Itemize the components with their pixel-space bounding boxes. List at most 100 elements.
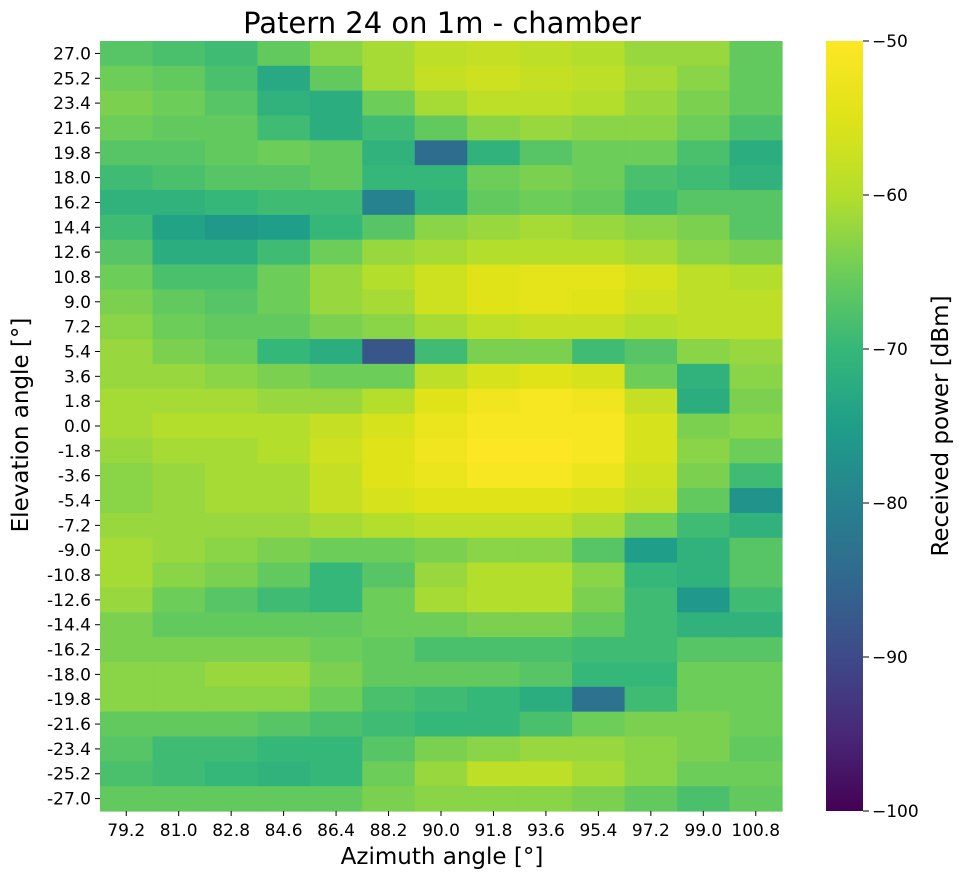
heatmap-cell [467, 488, 521, 514]
heatmap-cell [519, 239, 573, 266]
colorbar-label: Received power [dBm] [928, 295, 954, 556]
colorbar-tick-label: −80 [872, 494, 908, 514]
heatmap-cell [204, 736, 258, 762]
heatmap-cell [100, 711, 154, 738]
heatmap-cell [467, 363, 521, 390]
y-tick-label: 14.4 [53, 218, 91, 238]
heatmap-cell [572, 388, 626, 415]
heatmap-cell [572, 190, 626, 216]
heatmap-cell [362, 537, 416, 564]
heatmap-cell [572, 736, 626, 762]
heatmap-cell [572, 686, 626, 713]
y-tick-label: 1.8 [64, 392, 91, 412]
heatmap-cell [677, 463, 731, 489]
heatmap-cell [519, 41, 573, 67]
heatmap-cell [624, 90, 678, 117]
heatmap-cell [467, 562, 521, 589]
heatmap-cell [152, 761, 206, 787]
heatmap-cell [519, 512, 573, 539]
heatmap-cell [519, 90, 573, 117]
heatmap-cell [414, 190, 468, 216]
heatmap-cell [677, 41, 731, 67]
y-tick-label: 23.4 [53, 94, 91, 114]
heatmap-cell [257, 289, 311, 315]
heatmap-cell [152, 413, 206, 440]
heatmap-cell [152, 736, 206, 762]
heatmap-cell [414, 41, 468, 67]
heatmap-cell [152, 140, 206, 166]
heatmap-cell [729, 190, 783, 216]
heatmap-cell [572, 761, 626, 787]
heatmap-cell [519, 65, 573, 92]
heatmap-cell [414, 90, 468, 117]
heatmap-cell [309, 661, 363, 688]
heatmap-cell [467, 711, 521, 738]
heatmap-cell [519, 214, 573, 241]
heatmap-cell [152, 438, 206, 464]
heatmap-cell [414, 314, 468, 340]
heatmap-cell [677, 289, 731, 315]
chart-title: Patern 24 on 1m - chamber [243, 6, 641, 40]
heatmap-cell [414, 413, 468, 440]
heatmap-cell [257, 388, 311, 415]
heatmap-cell [572, 512, 626, 539]
heatmap-cell [362, 65, 416, 92]
heatmap-cell [152, 786, 206, 812]
heatmap-cell [309, 363, 363, 390]
heatmap-cell [467, 289, 521, 315]
heatmap-cell [309, 388, 363, 415]
heatmap-cell [519, 736, 573, 762]
heatmap-cell [624, 661, 678, 688]
heatmap-cell [100, 115, 154, 141]
heatmap-cell [677, 562, 731, 589]
heatmap-cell [467, 90, 521, 117]
heatmap-cell [152, 488, 206, 514]
heatmap-cell [362, 239, 416, 266]
heatmap-cell [519, 661, 573, 688]
heatmap-cell [204, 413, 258, 440]
heatmap-cell [519, 314, 573, 340]
heatmap-cell [414, 363, 468, 390]
x-tick-label: 100.8 [731, 821, 780, 841]
heatmap-cell [624, 165, 678, 191]
heatmap-cell [204, 512, 258, 539]
heatmap-cell [729, 488, 783, 514]
x-tick-label: 88.2 [370, 821, 408, 841]
heatmap-cell [100, 438, 154, 464]
heatmap-cell [414, 463, 468, 489]
heatmap-cell [257, 686, 311, 713]
heatmap-cell [519, 711, 573, 738]
heatmap-cell [677, 239, 731, 266]
heatmap-cell [677, 786, 731, 812]
heatmap-cell [414, 612, 468, 638]
heatmap-cell [362, 786, 416, 812]
heatmap-cell [414, 388, 468, 415]
heatmap-cell [677, 165, 731, 191]
heatmap-cell [729, 289, 783, 315]
heatmap-cell [729, 686, 783, 713]
heatmap-cell [414, 289, 468, 315]
y-tick-label: 16.2 [53, 193, 91, 213]
heatmap-cell [519, 388, 573, 415]
y-tick-label: 3.6 [64, 367, 91, 387]
heatmap-cell [624, 41, 678, 67]
heatmap-cell [519, 289, 573, 315]
heatmap-cell [309, 413, 363, 440]
heatmap-cell [100, 537, 154, 564]
heatmap-cell [414, 637, 468, 663]
heatmap-cell [152, 239, 206, 266]
heatmap-cell [677, 339, 731, 365]
heatmap-cell [467, 264, 521, 290]
heatmap-cell [467, 41, 521, 67]
x-tick-label: 95.4 [579, 821, 617, 841]
heatmap-cell [729, 786, 783, 812]
heatmap-cell [309, 214, 363, 241]
heatmap-cell [519, 190, 573, 216]
heatmap-cell [414, 562, 468, 589]
heatmap-cell [152, 190, 206, 216]
heatmap-cell [362, 115, 416, 141]
heatmap-cell [152, 388, 206, 415]
heatmap-cell [204, 190, 258, 216]
y-tick-label: 18.0 [53, 169, 91, 189]
y-tick-label: -10.8 [47, 566, 91, 586]
